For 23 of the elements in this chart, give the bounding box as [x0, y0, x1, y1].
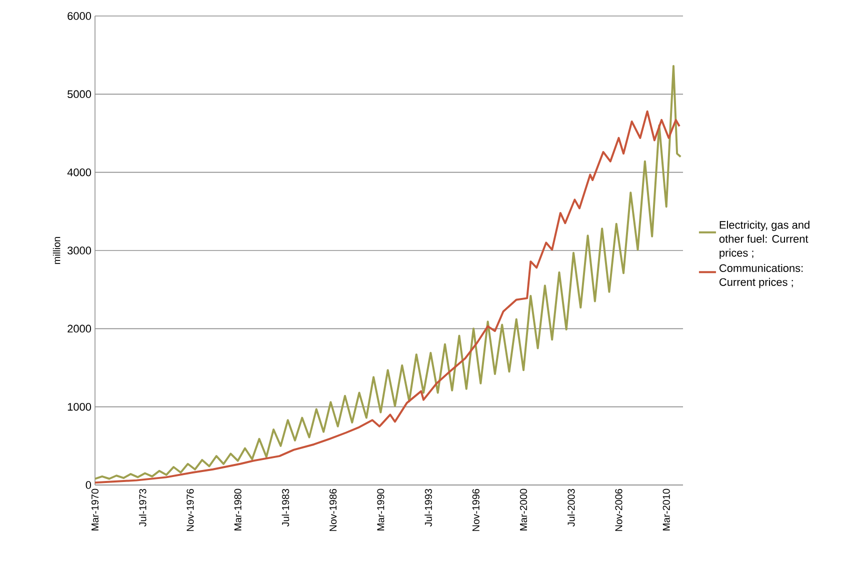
x-tick-label: Jul-1973 [138, 488, 146, 527]
y-tick-label: 5000 [68, 90, 92, 98]
x-tick-label: Mar-1970 [91, 488, 99, 530]
x-tick-label: Nov-1976 [186, 488, 194, 531]
x-tick-label: Mar-1980 [234, 488, 242, 530]
y-tick-label: 4000 [67, 168, 92, 176]
y-tick-label: 0 [86, 481, 92, 489]
x-tick-label: Mar-1990 [377, 488, 384, 530]
x-tick-label: Nov-2006 [615, 488, 622, 531]
x-tick-label: Nov-1996 [472, 488, 480, 531]
x-tick-label: Nov-1986 [330, 488, 337, 531]
legend-label: Electricity, gas and other fuel: Current prices ; [719, 220, 810, 259]
x-tick-label: Jul-2003 [567, 488, 575, 527]
y-axis-title: million [52, 237, 60, 264]
y-tick-label: 2000 [68, 324, 92, 333]
x-tick-label: Jul-1983 [282, 488, 290, 527]
y-tick-label: 1000 [68, 402, 92, 411]
x-tick-label: Mar-2000 [520, 488, 528, 530]
y-tick-label: 3000 [68, 246, 92, 254]
legend-label: Communications: Current prices ; [720, 264, 803, 288]
x-tick-label: Mar-2010 [662, 488, 670, 530]
x-tick-label: Jul-1993 [424, 488, 432, 527]
y-tick-label: 6000 [68, 12, 92, 20]
